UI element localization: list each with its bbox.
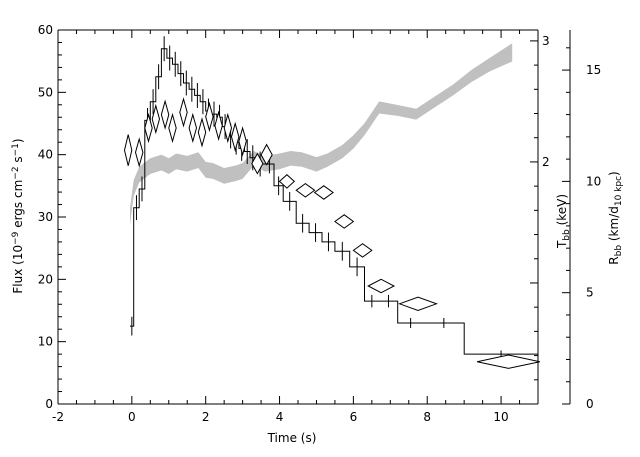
radius-diamond <box>278 174 296 189</box>
y-left-tick-label: 50 <box>38 85 53 99</box>
radius-diamond <box>352 243 373 258</box>
radius-diamond <box>295 182 316 198</box>
x-axis-label: Time (s) <box>267 431 317 445</box>
radius-diamond <box>144 112 153 144</box>
radius-diamond <box>134 137 144 168</box>
flux-step-line <box>130 48 538 355</box>
temperature-tick-label: 2 <box>542 155 550 169</box>
radius-diamond <box>367 278 396 294</box>
y-left-tick-label: 10 <box>38 335 53 349</box>
radius-diamond <box>313 185 334 200</box>
radius-diamond <box>214 110 223 141</box>
radius-tick-label: 15 <box>586 63 601 77</box>
radius-tick-label: 10 <box>586 174 601 188</box>
temperature-axis-label: Tbb (keV) <box>555 194 572 249</box>
x-tick-label: 4 <box>276 410 284 424</box>
radius-diamond <box>197 117 207 148</box>
radius-diamond <box>160 99 170 130</box>
temperature-tick-label: 3 <box>542 34 550 48</box>
radius-diamond-layer <box>123 97 540 369</box>
radius-diamond <box>398 296 438 312</box>
flux-step-layer <box>130 36 538 358</box>
x-tick-label: 8 <box>423 410 431 424</box>
radius-diamond <box>168 112 177 144</box>
x-tick-label: 2 <box>202 410 210 424</box>
y-left-tick-label: 20 <box>38 272 53 286</box>
radius-diamond <box>238 126 247 157</box>
radius-diamond <box>230 121 240 153</box>
radius-diamond <box>334 214 355 229</box>
y-left-tick-label: 0 <box>45 397 53 411</box>
x-tick-label: 6 <box>350 410 358 424</box>
radius-tick-label: 0 <box>586 397 594 411</box>
x-tick-label: 0 <box>128 410 136 424</box>
temperature-band-layer <box>130 43 513 225</box>
temperature-band <box>130 43 513 225</box>
radius-diamond <box>476 354 540 369</box>
radius-axis-label: Rbb (km/d10 kpc) <box>607 171 624 264</box>
radius-diamond <box>123 134 133 166</box>
radius-diamond <box>179 97 188 128</box>
y-left-tick-label: 60 <box>38 23 53 37</box>
radius-diamond <box>188 112 198 144</box>
radius-diamond <box>251 152 264 175</box>
radius-tick-label: 5 <box>586 286 594 300</box>
y-left-tick-label: 30 <box>38 210 53 224</box>
x-tick-label: -2 <box>52 410 64 424</box>
x-tick-label: 10 <box>493 410 508 424</box>
radius-diamond <box>151 103 161 135</box>
y-left-tick-label: 40 <box>38 148 53 162</box>
radius-diamond <box>223 112 233 144</box>
y-left-axis-label: Flux (10−9 ergs cm−2 s−1) <box>11 138 25 293</box>
radius-diamond <box>205 101 214 133</box>
radius-diamond <box>260 143 273 166</box>
